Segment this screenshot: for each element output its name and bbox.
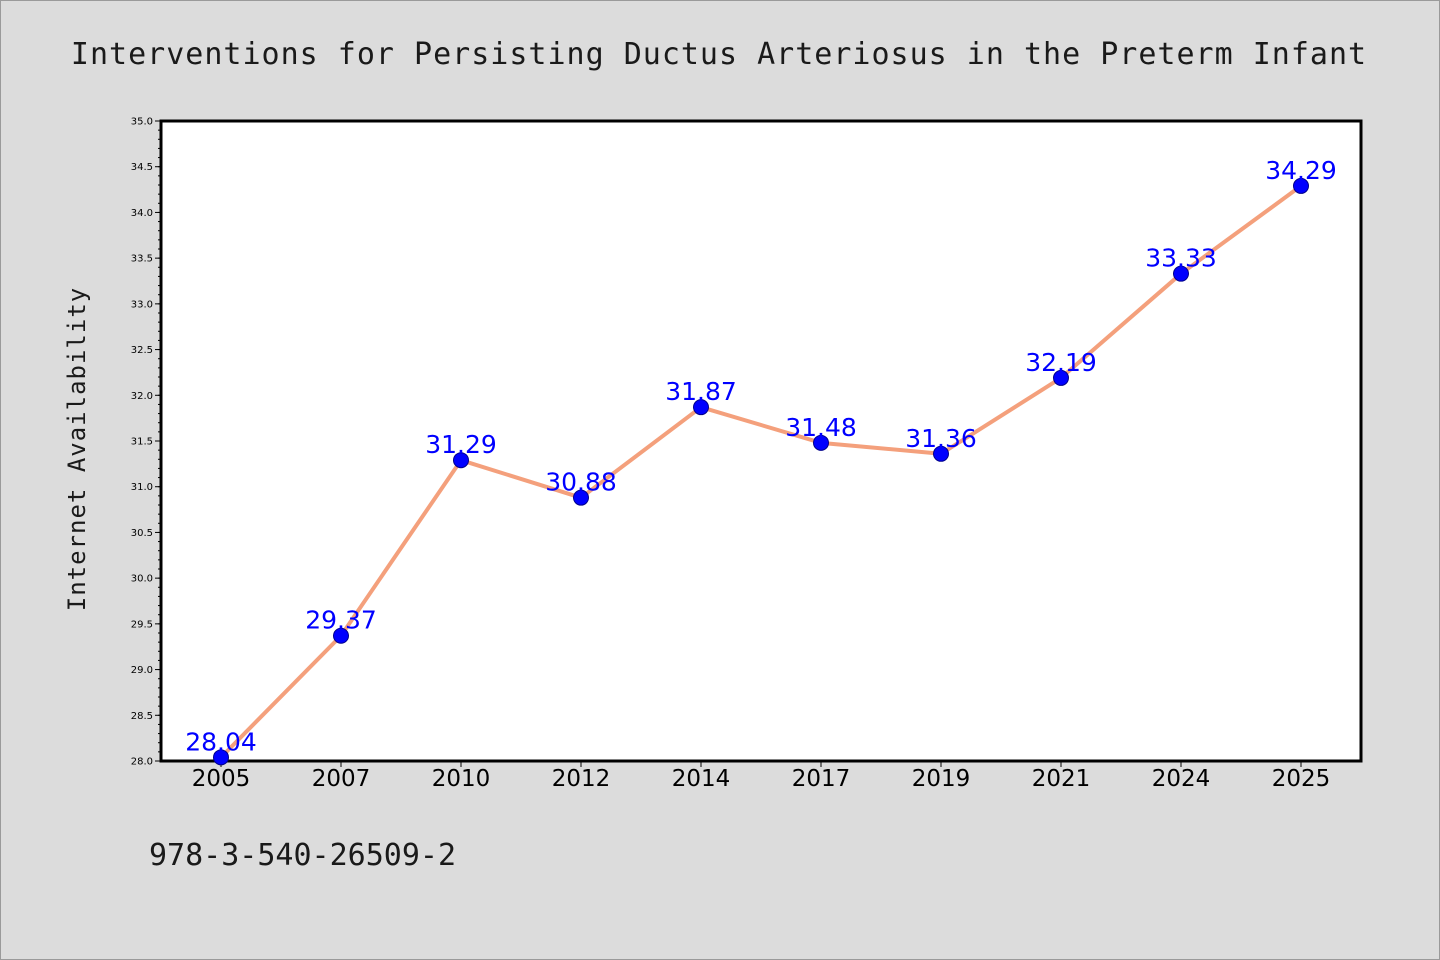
x-tick-label: 2014	[672, 766, 731, 792]
y-tick-label: 34.5	[131, 162, 153, 173]
data-point	[813, 434, 829, 451]
y-tick-label: 33.0	[131, 299, 153, 310]
y-tick-label: 30.5	[131, 528, 153, 539]
data-label: 28.04	[185, 727, 257, 756]
data-point	[693, 399, 709, 416]
y-tick-label: 28.5	[131, 711, 153, 722]
x-tick-label: 2025	[1272, 766, 1331, 792]
x-tick-label: 2010	[432, 766, 491, 792]
data-label: 31.48	[785, 413, 857, 442]
y-tick-label: 34.0	[131, 208, 153, 219]
data-point	[453, 452, 469, 469]
x-tick-label: 2019	[912, 766, 971, 792]
data-point	[1173, 265, 1189, 282]
y-tick-label: 29.0	[131, 665, 153, 676]
x-tick-label: 2024	[1152, 766, 1211, 792]
y-axis-ticks: 28.0 28.5 29.0 29.5 30.0 30.5 31.0 31.5 32.0 32.5…	[131, 117, 161, 768]
y-tick-label: 31.0	[131, 482, 153, 493]
y-tick-label: 31.5	[131, 437, 153, 448]
x-tick-label: 2012	[552, 766, 611, 792]
data-label: 30.88	[545, 468, 617, 497]
data-label: 31.29	[425, 430, 497, 459]
x-tick-label: 2017	[792, 766, 851, 792]
data-label: 31.87	[665, 377, 737, 406]
x-axis-ticks: 2005 2007 2010 2012 2014 2017 2019 2021 2024 2025	[192, 761, 1331, 792]
x-tick-label: 2007	[312, 766, 371, 792]
series-line-group	[219, 183, 1303, 760]
y-axis-label: Internet Availability	[63, 287, 91, 611]
plot-area	[159, 119, 1363, 763]
data-label: 33.33	[1145, 244, 1217, 273]
y-tick-label: 32.0	[131, 391, 153, 402]
data-point	[1053, 369, 1069, 386]
data-point	[933, 445, 949, 462]
y-tick-label: 35.0	[131, 117, 153, 128]
data-point	[573, 489, 589, 506]
chart-title: Interventions for Persisting Ductus Arte…	[71, 37, 1367, 72]
data-label: 31.36	[905, 424, 977, 453]
series-line	[219, 183, 1303, 760]
y-tick-label: 29.5	[131, 619, 153, 630]
y-tick-label: 32.5	[131, 345, 153, 356]
data-label: 29.37	[305, 606, 377, 635]
x-tick-label: 2021	[1032, 766, 1091, 792]
y-tick-label: 30.0	[131, 574, 153, 585]
y-tick-label: 28.0	[131, 757, 153, 768]
y-tick-label: 33.5	[131, 254, 153, 265]
data-point	[333, 627, 349, 644]
x-tick-label: 2005	[192, 766, 251, 792]
data-point-markers	[213, 177, 1309, 766]
footer-isbn: 978-3-540-26509-2	[149, 838, 456, 873]
data-label: 32.19	[1025, 348, 1097, 377]
data-label: 34.29	[1265, 156, 1337, 185]
data-point	[1293, 177, 1309, 194]
data-point	[213, 749, 229, 766]
data-labels: 28.04 29.37 31.29 30.88 31.87 31.48 31.36 32.19…	[185, 156, 1337, 756]
